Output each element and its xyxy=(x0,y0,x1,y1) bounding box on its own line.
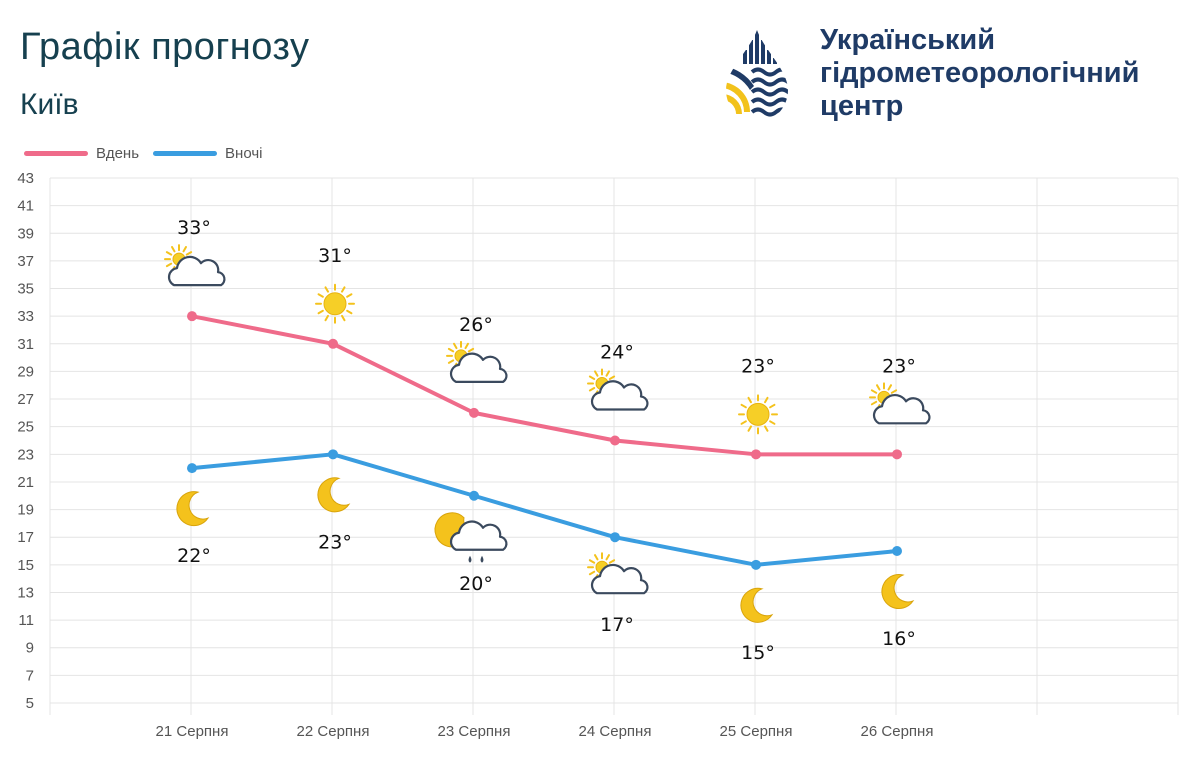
city-name: Київ xyxy=(20,88,79,121)
moon-icon xyxy=(881,574,915,610)
y-tick-label: 31 xyxy=(17,336,34,353)
sun-cloud-icon xyxy=(164,244,226,287)
page-title: Графік прогнозу xyxy=(20,26,310,68)
legend-swatch-night xyxy=(153,150,218,156)
day-value-label: 24° xyxy=(600,342,634,364)
logo-line-2: гідрометеорологічний xyxy=(820,57,1140,89)
y-tick-label: 7 xyxy=(26,667,34,684)
day-value-label: 23° xyxy=(882,355,916,377)
y-tick-label: 19 xyxy=(17,502,34,519)
day-value-label: 23° xyxy=(741,355,775,377)
night-point xyxy=(892,546,902,557)
moon-icon xyxy=(740,587,774,623)
sun-cloud-icon xyxy=(587,552,649,595)
day-point xyxy=(187,311,197,322)
y-tick-label: 23 xyxy=(17,446,34,463)
x-tick-label: 22 Серпня xyxy=(297,723,370,740)
y-tick-label: 11 xyxy=(18,612,34,629)
night-point xyxy=(751,559,761,570)
moon-cloud-rain-icon xyxy=(434,512,508,563)
legend-label-night: Вночі xyxy=(225,144,263,162)
night-point xyxy=(610,532,620,543)
sun-icon xyxy=(315,283,355,324)
hydromet-logo-icon xyxy=(726,30,788,122)
chart-legend: Вдень Вночі xyxy=(24,142,276,164)
y-tick-label: 5 xyxy=(26,695,34,712)
hydromet-logo-text: Український гідрометеорологічний центр xyxy=(820,24,1139,123)
night-point xyxy=(187,463,197,474)
y-tick-label: 29 xyxy=(17,363,34,380)
y-tick-label: 35 xyxy=(17,281,34,298)
y-tick-label: 41 xyxy=(17,198,34,215)
y-tick-label: 13 xyxy=(17,584,34,601)
logo-line-1: Український xyxy=(820,24,996,56)
x-tick-label: 26 Серпня xyxy=(861,723,934,740)
y-tick-label: 27 xyxy=(17,391,34,408)
legend-item-night[interactable]: Вночі xyxy=(153,145,262,162)
day-temperature-line xyxy=(190,314,899,457)
moon-icon xyxy=(317,477,351,513)
moon-icon xyxy=(176,491,210,527)
sun-cloud-icon xyxy=(587,368,649,411)
night-value-label: 15° xyxy=(741,642,775,664)
legend-swatch-day xyxy=(24,150,88,156)
y-tick-label: 25 xyxy=(17,419,34,436)
day-point xyxy=(469,407,479,418)
day-value-label: 31° xyxy=(318,245,352,267)
y-tick-label: 21 xyxy=(17,474,34,491)
night-value-label: 20° xyxy=(459,573,493,595)
day-point xyxy=(610,435,620,446)
logo-line-3: центр xyxy=(820,90,904,122)
y-tick-label: 39 xyxy=(17,225,34,242)
night-value-label: 16° xyxy=(882,628,916,650)
legend-item-day[interactable]: Вдень xyxy=(24,145,139,162)
night-point xyxy=(328,449,338,460)
y-tick-label: 33 xyxy=(17,308,34,325)
y-tick-label: 15 xyxy=(17,557,34,574)
day-point xyxy=(751,449,761,460)
y-tick-label: 43 xyxy=(17,170,34,187)
night-value-label: 17° xyxy=(600,614,634,636)
y-tick-label: 17 xyxy=(17,529,34,546)
day-point xyxy=(328,338,338,349)
night-value-label: 22° xyxy=(177,545,211,567)
x-tick-label: 25 Серпня xyxy=(720,723,793,740)
legend-label-day: Вдень xyxy=(96,144,140,162)
night-value-label: 23° xyxy=(318,531,352,553)
x-tick-label: 21 Серпня xyxy=(156,723,229,740)
x-tick-label: 24 Серпня xyxy=(579,723,652,740)
sun-cloud-icon xyxy=(869,382,931,425)
y-tick-label: 37 xyxy=(17,253,34,270)
night-temperature-line xyxy=(190,452,899,567)
day-value-label: 26° xyxy=(459,314,493,336)
night-point xyxy=(469,490,479,501)
sun-cloud-icon xyxy=(446,340,508,383)
sun-icon xyxy=(738,394,778,435)
day-point xyxy=(892,449,902,460)
y-tick-label: 9 xyxy=(26,640,34,657)
x-tick-label: 23 Серпня xyxy=(438,723,511,740)
day-value-label: 33° xyxy=(177,217,211,239)
